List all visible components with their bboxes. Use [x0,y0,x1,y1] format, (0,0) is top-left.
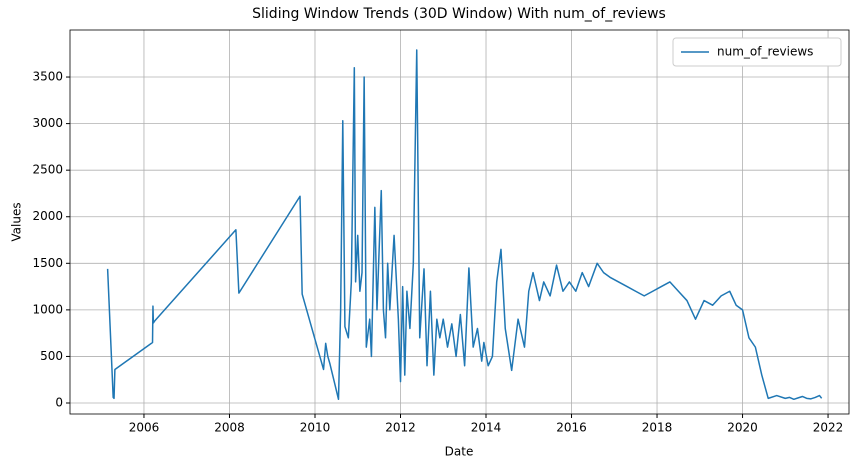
x-tick-label: 2012 [385,421,416,435]
y-tick-label: 0 [55,396,63,410]
x-tick-label: 2018 [642,421,673,435]
legend-label: num_of_reviews [717,45,813,59]
y-tick-label: 1500 [32,256,63,270]
x-axis-label: Date [445,445,474,459]
y-tick-label: 2500 [32,163,63,177]
chart-title: Sliding Window Trends (30D Window) With … [252,6,666,22]
y-tick-label: 2000 [32,209,63,223]
plot-frame [69,29,850,415]
x-tick-label: 2010 [300,421,331,435]
y-tick-label: 1000 [32,302,63,316]
y-axis-label: Values [10,202,24,241]
x-tick-label: 2020 [727,421,758,435]
legend-box [672,37,842,67]
x-tick-label: 2022 [813,421,844,435]
x-tick-label: 2014 [471,421,502,435]
data-line [106,49,823,401]
y-tick-label: 3000 [32,116,63,130]
y-tick-label: 3500 [32,70,63,84]
y-tick-label: 500 [40,349,63,363]
x-tick-label: 2016 [556,421,587,435]
x-tick-label: 2006 [129,421,160,435]
x-tick-label: 2008 [214,421,245,435]
